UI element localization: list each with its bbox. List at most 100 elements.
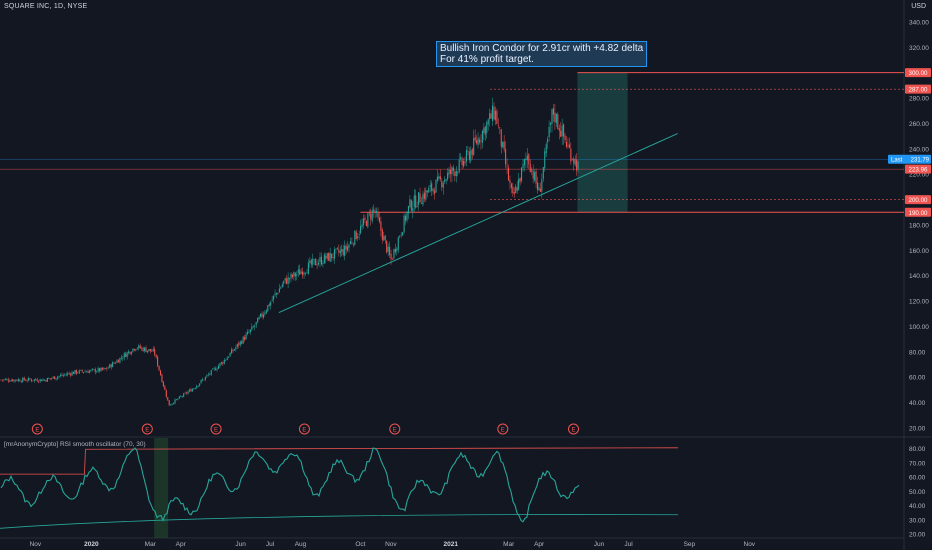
- candle-body: [419, 193, 421, 203]
- candle: [260, 313, 262, 318]
- trade-annotation[interactable]: Bullish Iron Condor for 2.91cr with +4.8…: [436, 41, 648, 67]
- earnings-marker-label: E: [302, 427, 306, 433]
- candle: [454, 170, 456, 182]
- candle-body: [512, 186, 514, 194]
- candle-body: [39, 379, 41, 382]
- candle-body: [355, 231, 357, 240]
- candle-body: [445, 179, 447, 181]
- candle-body: [248, 332, 250, 333]
- candle: [146, 350, 148, 354]
- candle-body: [43, 379, 46, 381]
- candle-body: [74, 370, 76, 374]
- candle-body: [467, 150, 469, 152]
- candle: [439, 169, 441, 182]
- candle-body: [393, 249, 395, 259]
- candle: [341, 244, 343, 257]
- candle-body: [83, 372, 85, 373]
- candle: [322, 260, 324, 268]
- candle-body: [500, 129, 502, 147]
- candle-body: [473, 138, 475, 155]
- candle-body: [519, 177, 521, 182]
- candle: [362, 214, 365, 229]
- candle: [338, 244, 340, 257]
- candle-body: [277, 293, 279, 294]
- candle: [20, 379, 22, 383]
- time-tick-label: Mar: [145, 541, 157, 548]
- candle: [565, 136, 568, 149]
- candle: [203, 379, 205, 381]
- candle-body: [28, 378, 30, 381]
- candle-body: [52, 376, 54, 379]
- price-tick-label: 140.00: [909, 273, 929, 280]
- candle-body: [199, 383, 201, 386]
- candle-body: [54, 376, 56, 380]
- candle-body: [377, 212, 379, 218]
- candle-body: [536, 182, 539, 191]
- candle-body: [342, 249, 344, 256]
- candle: [1, 379, 3, 382]
- candle-body: [389, 246, 391, 255]
- candle-body: [77, 372, 79, 374]
- candle-body: [478, 139, 481, 143]
- candle: [41, 379, 43, 382]
- candle-body: [326, 253, 328, 259]
- candle-body: [552, 108, 554, 115]
- candle: [43, 379, 46, 382]
- candle-body: [516, 187, 518, 191]
- candle: [374, 207, 376, 219]
- candle-body: [26, 380, 28, 382]
- candle: [202, 377, 204, 382]
- candle: [281, 282, 283, 288]
- candle: [36, 377, 38, 382]
- candle-body: [260, 313, 262, 317]
- candle: [386, 240, 388, 254]
- candle-body: [387, 246, 389, 252]
- candle: [104, 368, 106, 370]
- earnings-marker-circle: [298, 423, 310, 435]
- candle: [28, 376, 30, 382]
- candle-body: [184, 392, 186, 394]
- candle: [209, 372, 211, 376]
- candle: [493, 102, 495, 121]
- candle: [241, 339, 243, 345]
- candle: [574, 155, 576, 167]
- candle: [560, 122, 562, 137]
- candle: [568, 137, 570, 149]
- candle-body: [545, 144, 547, 154]
- candle-body: [554, 112, 556, 123]
- candle-body: [126, 352, 128, 358]
- candle: [441, 178, 443, 191]
- time-tick-label: Jun: [235, 541, 246, 548]
- candle: [413, 188, 415, 212]
- candle-body: [352, 243, 354, 245]
- rsi-tick-label: 40.00: [909, 503, 926, 510]
- candle-body: [148, 349, 150, 351]
- candle-body: [177, 398, 179, 400]
- candle: [500, 128, 502, 154]
- candle: [38, 380, 40, 384]
- candle-body: [438, 176, 440, 179]
- candle: [510, 182, 512, 194]
- candle: [519, 177, 521, 186]
- candle-body: [526, 155, 528, 161]
- candle-body: [464, 161, 466, 164]
- candle-body: [190, 389, 192, 392]
- candle-body: [262, 314, 264, 318]
- candle-body: [278, 288, 280, 293]
- time-tick-label: Oct: [355, 541, 365, 548]
- candle: [280, 286, 282, 290]
- candle: [67, 371, 69, 377]
- candle: [3, 378, 5, 382]
- candle: [387, 243, 389, 257]
- candle: [268, 302, 270, 307]
- time-tick-label: Apr: [176, 541, 187, 548]
- annotation-line-2: For 41% profit target.: [440, 54, 534, 65]
- candle-body: [561, 125, 563, 137]
- candle: [122, 355, 124, 362]
- candle: [88, 369, 90, 374]
- candle: [309, 256, 311, 268]
- candle-body: [228, 356, 230, 358]
- candle-body: [271, 299, 273, 302]
- candle-body: [358, 234, 360, 235]
